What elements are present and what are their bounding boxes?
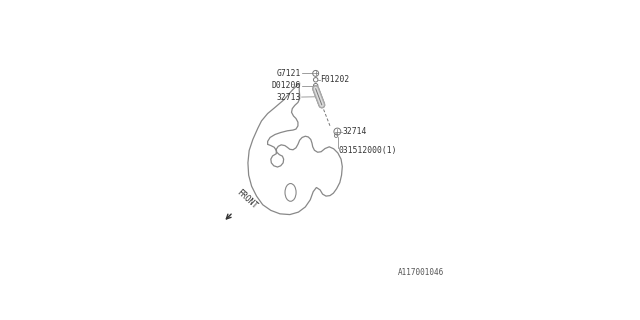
Text: FRONT: FRONT [234,188,259,211]
Text: 32714: 32714 [342,127,367,136]
Text: 32713: 32713 [276,92,301,101]
Text: F01202: F01202 [321,75,350,84]
Text: G7121: G7121 [276,69,301,78]
Text: 031512000(1): 031512000(1) [339,146,397,155]
Text: A117001046: A117001046 [397,268,444,277]
Text: D01206: D01206 [271,81,301,90]
